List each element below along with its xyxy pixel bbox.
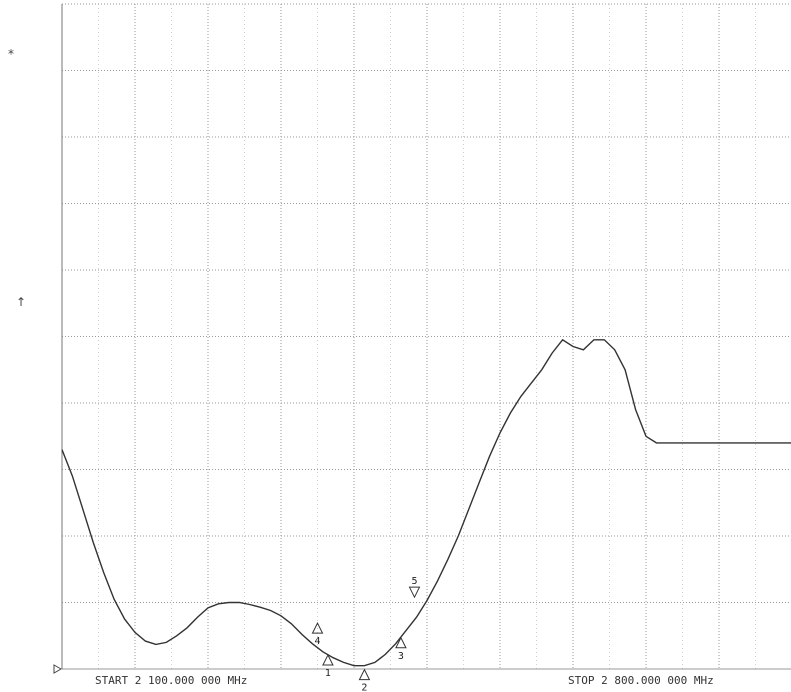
marker-4[interactable]: 4 (311, 622, 324, 647)
plot-grid (53, 3, 791, 674)
stop-frequency-label: STOP 2 800.000 000 MHz (568, 674, 714, 687)
start-frequency-label: START 2 100.000 000 MHz (95, 674, 247, 687)
marker-label: 3 (398, 651, 404, 662)
marker-triangle-icon (322, 653, 334, 666)
marker-triangle-icon (395, 636, 407, 649)
reference-position-indicator: ↑ (16, 295, 26, 309)
marker-3[interactable]: 3 (395, 636, 407, 662)
marker-label: 4 (315, 636, 321, 647)
marker-label: 2 (361, 683, 367, 692)
measurement-trace (61, 338, 791, 667)
trace-line (61, 338, 791, 667)
marker-2[interactable]: 2 (358, 668, 371, 692)
active-trace-indicator: * (8, 47, 14, 61)
marker-triangle-icon (408, 586, 421, 599)
marker-triangle-icon (311, 622, 324, 634)
marker-label: 5 (411, 576, 417, 587)
marker-label: 1 (325, 668, 331, 679)
marker-group: 1 2 3 4 5 (311, 576, 421, 692)
marker-triangle-icon (358, 668, 371, 681)
marker-5[interactable]: 5 (408, 576, 421, 599)
marker-1[interactable]: 1 (322, 653, 334, 679)
reference-level-arrow-icon (53, 664, 63, 674)
